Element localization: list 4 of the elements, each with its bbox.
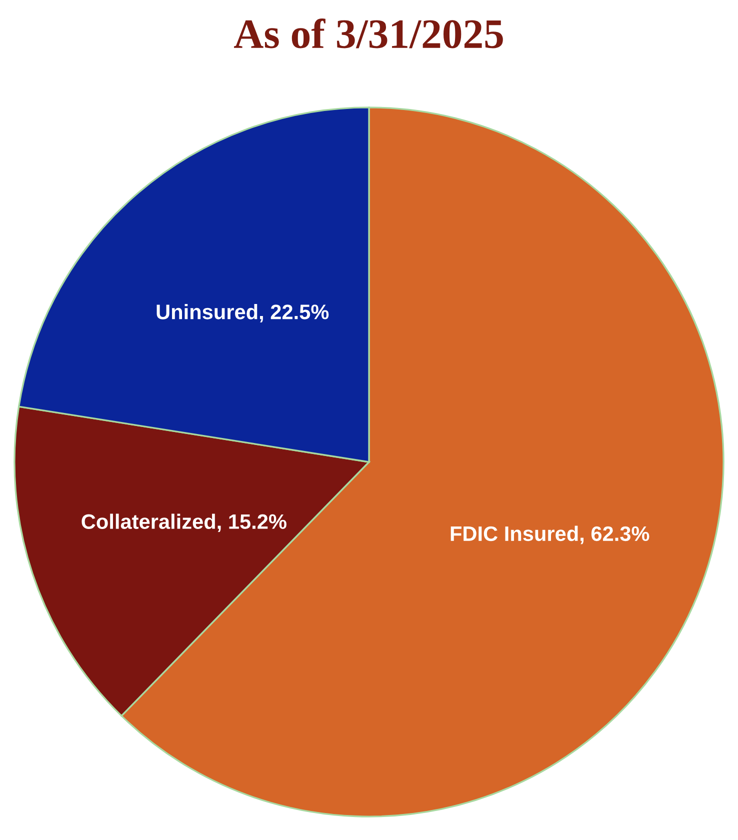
chart-title: As of 3/31/2025	[234, 18, 503, 48]
slice-label: Uninsured, 22.5%	[156, 304, 329, 322]
slice-label: Collateralized, 15.2%	[82, 514, 286, 532]
slice-label: FDIC Insured, 62.3%	[450, 526, 650, 544]
